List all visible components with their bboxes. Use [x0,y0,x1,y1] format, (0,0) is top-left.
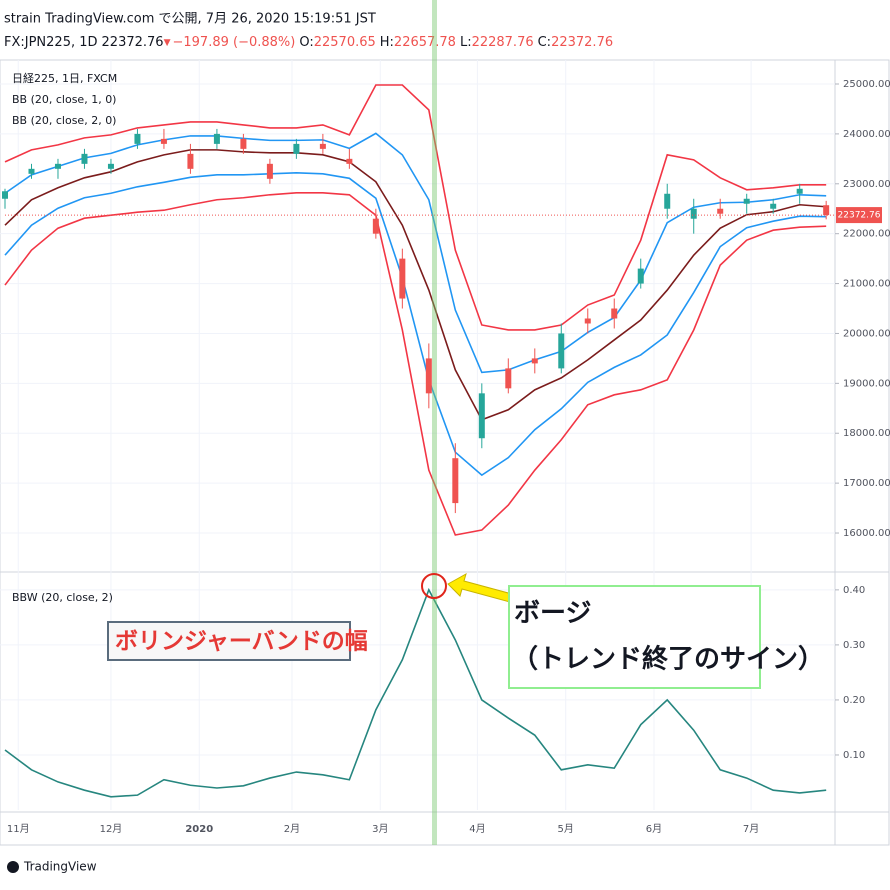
open-value: 22570.65 [314,35,376,50]
candle-body [637,268,644,284]
chart-frame [0,59,890,846]
candle-body [213,133,220,144]
candle-body [664,193,671,209]
y-tick-label: 20000.00 [843,328,890,339]
x-tick-label: 3月 [372,823,388,835]
x-tick-label: 4月 [469,823,485,835]
y-tick-label: 21000.00 [843,279,890,290]
indicator-line [4,172,827,477]
candle-body [770,203,777,209]
candle-body [107,163,114,169]
candle-body [346,158,353,164]
candle-body [505,368,512,389]
high-label: H: [380,35,394,50]
price-tag-label: 22372.76 [838,211,881,221]
close-label: C: [538,35,551,50]
candle-body [584,318,591,324]
candle-body [81,153,88,164]
x-tick-label: 2月 [284,823,300,835]
candle-body [399,258,406,299]
plot [2,84,835,798]
y-tick-label: 17000.00 [843,478,890,489]
brand: TradingView [23,860,97,874]
candle-body [558,333,565,369]
note-title: ボージ [514,599,591,629]
y-tick-label: 0.20 [843,695,865,706]
close-value: 22372.76 [551,35,613,50]
candle-body [823,205,830,216]
logo [7,861,19,873]
candle-body [54,163,61,169]
candle-body [478,393,485,439]
bulge-circle [421,573,447,599]
open-label: O: [299,35,313,50]
candle-body [28,168,35,174]
note-box [508,585,761,689]
high-value: 22657.78 [394,35,456,50]
y-tick-label: 25000.00 [843,79,890,90]
y-tick-label: 18000.00 [843,428,890,439]
indicator-line [4,84,827,331]
x-tick-label: 12月 [100,823,123,835]
candle-body [796,188,803,194]
candle-body [452,458,459,504]
down-arrow: ▼ [164,38,171,48]
candle-body [319,143,326,149]
legend-bb1: BB (20, close, 1, 0) [12,93,116,106]
y-tick-label: 22000.00 [843,229,890,240]
candle-body [187,153,194,169]
candle-body [717,208,724,214]
candle-body [372,218,379,234]
x-tick-label: 6月 [646,823,662,835]
label-box [107,621,351,661]
indicator-line [4,587,827,798]
candle-body [2,191,8,199]
candle-body [743,198,750,204]
price-tag [836,207,882,224]
y-tick-label: 0.40 [843,585,865,596]
low-value: 22287.76 [472,35,534,50]
x-tick-label: 2020 [185,824,213,835]
symbol: FX:JPN225, 1D [4,35,98,50]
published-line: strain TradingView.com で公開, 7月 26, 2020 … [4,12,376,27]
note-text: （トレンド終了のサイン） [512,644,824,675]
x-tick-label: 5月 [558,823,574,835]
low-label: L: [460,35,472,50]
candle-body [611,308,618,319]
candle-body [425,358,432,394]
symbol-line: FX:JPN225, 1D 22372.76▼ −197.89 (−0.88%) O:… [4,35,613,50]
legend-bb2: BB (20, close, 2, 0) [12,114,116,127]
legend-symbol: 日経225, 1日, FXCM [12,72,117,85]
candle-body [690,208,697,219]
candle-body [293,143,300,154]
indicator-line [4,149,827,421]
last-price: 22372.76 [102,35,164,50]
candle-body [240,138,247,149]
y-tick-label: 0.10 [843,750,865,761]
candle-body [160,138,167,144]
highlight-line [432,0,437,845]
y-tick-label: 16000.00 [843,528,890,539]
indicator-line [4,191,827,536]
y-tick-label: 24000.00 [843,129,890,140]
x-tick-label: 11月 [7,823,30,835]
grid [0,60,835,810]
bbw-annotation: ボリンジャーバンドの幅 [115,629,368,655]
candle-body [531,358,538,364]
y-tick-label: 19000.00 [843,378,890,389]
y-tick-label: 0.30 [843,640,865,651]
change: −197.89 (−0.88%) [172,35,295,50]
x-tick-label: 7月 [743,823,759,835]
indicator-line [4,132,827,374]
candle-body [134,133,141,144]
legend-bbw: BBW (20, close, 2) [12,591,113,604]
candle-body [266,163,273,179]
y-tick-label: 23000.00 [843,179,890,190]
